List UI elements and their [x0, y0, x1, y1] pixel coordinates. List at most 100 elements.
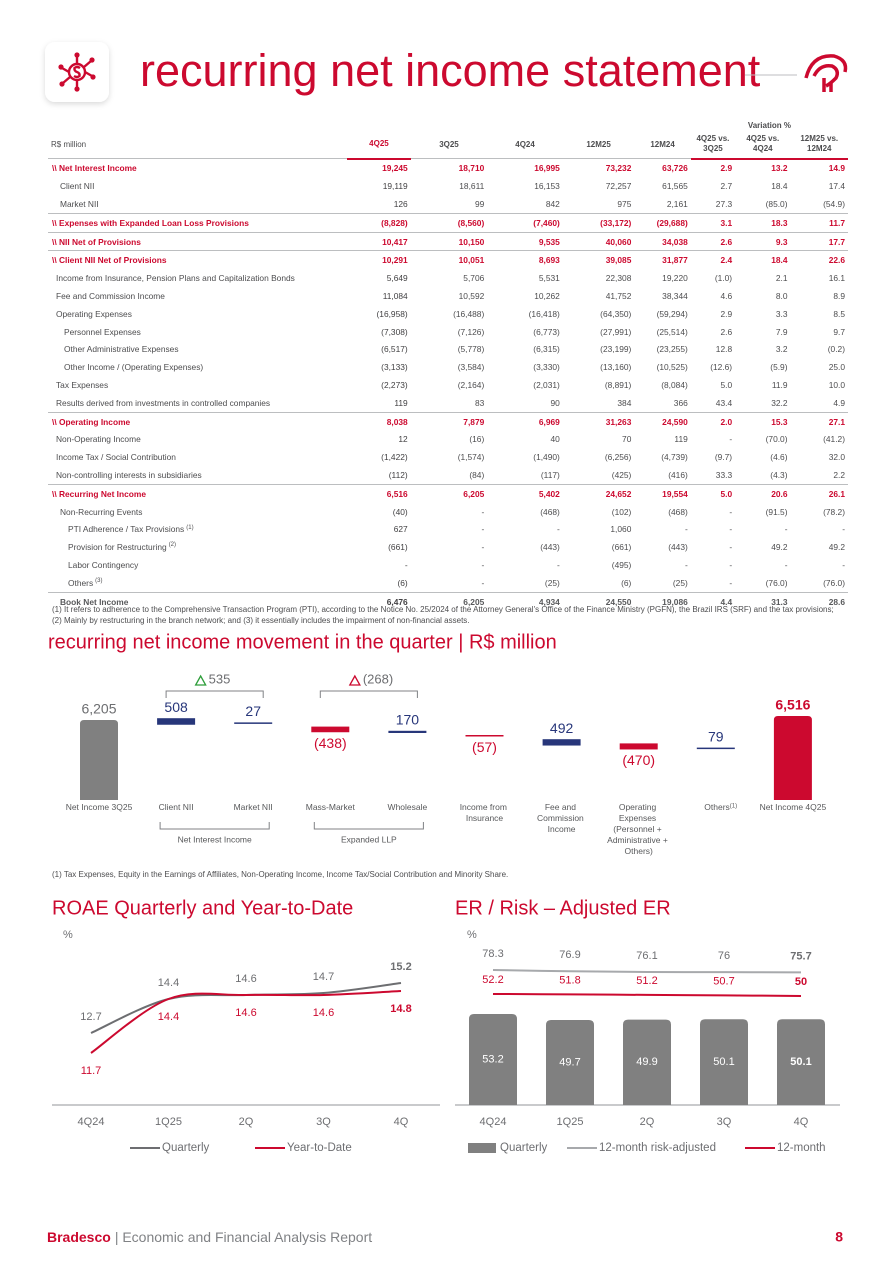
- category-label: Mass-Market: [306, 802, 356, 812]
- category-label: Operating Expenses (Personnel + Administ…: [607, 802, 670, 856]
- cell: (84): [469, 469, 485, 480]
- cell: 22.6: [828, 255, 845, 266]
- cell: 1,060: [610, 524, 632, 535]
- line-series: [492, 992, 802, 997]
- cell: 3.3: [775, 308, 788, 319]
- cell: 2.2: [833, 469, 845, 480]
- cell: (76.0): [823, 577, 845, 588]
- cell: (5.9): [770, 362, 788, 373]
- cell: 9.3: [775, 236, 788, 247]
- value-label: 6,205: [81, 701, 116, 717]
- variation-title: Variation %: [747, 121, 791, 130]
- bar: [777, 1019, 825, 1105]
- data-label: 14.6: [235, 1007, 256, 1019]
- cell: (2,164): [457, 379, 485, 390]
- value-label: (438): [314, 735, 347, 751]
- x-tick-label: 1Q25: [155, 1116, 182, 1128]
- cell: 4.6: [720, 290, 733, 301]
- cell: (117): [540, 469, 560, 480]
- cell: (468): [668, 506, 688, 517]
- data-label: 11.7: [81, 1065, 102, 1077]
- cell: 10,291: [382, 255, 408, 266]
- cell: (91.5): [765, 506, 788, 517]
- row-label: \\ Net Interest Income: [48, 159, 347, 178]
- footer-brand: Bradesco: [47, 1229, 111, 1245]
- delta-triangle: [348, 674, 361, 686]
- cell: 10,150: [458, 236, 485, 247]
- cell: -: [481, 542, 485, 553]
- category-label: Others: [704, 802, 730, 812]
- cell: 10,262: [534, 290, 560, 301]
- x-tick-label: 2Q: [239, 1116, 254, 1128]
- cell: 31,263: [605, 416, 632, 427]
- cell: 18.3: [771, 217, 788, 228]
- table-row: Provision for Restructuring (2) (661) - (443…: [48, 538, 848, 556]
- cell: 73,232: [605, 163, 632, 174]
- cell: 5.0: [720, 488, 733, 499]
- group-bracket: [159, 822, 270, 830]
- value-label: (57): [472, 739, 497, 755]
- label-line: Net Income 3Q25: [66, 802, 133, 812]
- row-label-text: Book Net Income: [60, 596, 129, 607]
- value-label: 170: [396, 712, 420, 728]
- table-row: PTI Adherence / Tax Provisions (1) 627 - - 1,…: [48, 520, 848, 538]
- row-note: (1): [186, 524, 194, 531]
- table-row: \\ Net Interest Income 19,245 18,710 16,995…: [48, 159, 848, 178]
- cell: 119: [394, 397, 408, 408]
- cell: (7,460): [533, 217, 560, 228]
- cell: (3,584): [457, 362, 485, 373]
- cell: -: [729, 577, 733, 588]
- cell: 99: [474, 198, 485, 209]
- data-label: 15.2: [390, 961, 411, 973]
- cell: (16,958): [376, 308, 408, 319]
- cell: (64,350): [600, 308, 632, 319]
- cell: 40,060: [605, 236, 632, 247]
- cell: 61,565: [662, 181, 688, 192]
- cell: -: [481, 559, 485, 570]
- cell: 8.9: [833, 290, 845, 301]
- row-label: Book Net Income: [48, 592, 347, 610]
- row-note: (3): [95, 577, 103, 584]
- cell: 38,344: [662, 290, 688, 301]
- row-label: \\ NII Net of Provisions: [48, 232, 347, 251]
- row-label: Tax Expenses: [48, 376, 347, 394]
- cell: 26.1: [828, 488, 845, 499]
- table-row: \\ Expenses with Expanded Loan Loss Prov…: [48, 213, 848, 232]
- cell: 32.2: [771, 397, 788, 408]
- cell: (9.7): [714, 452, 733, 463]
- data-label: 14.4: [158, 1011, 179, 1023]
- cell: (6,773): [533, 326, 560, 337]
- header-row: Variation %: [48, 118, 848, 130]
- table-row: Non-controlling interests in subsidiarie…: [48, 466, 848, 484]
- row-label-text: \\ Expenses with Expanded Loan Loss Prov…: [52, 217, 249, 228]
- x-tick-label: 4Q: [394, 1116, 409, 1128]
- line-series: [492, 969, 802, 974]
- blank: [48, 118, 691, 130]
- row-label-text: Results derived from investments in cont…: [56, 397, 271, 408]
- data-label: 52.2: [482, 974, 503, 986]
- cell: 11.7: [829, 217, 845, 228]
- value-label: 27: [245, 703, 261, 719]
- waterfall-bar: [696, 747, 735, 750]
- cell: 2.6: [720, 236, 733, 247]
- cell: (468): [540, 506, 560, 517]
- legend-swatch: [468, 1143, 496, 1153]
- table-row: Other Administrative Expenses (6,517) (5,7…: [48, 340, 848, 358]
- x-tick-label: 4Q24: [78, 1116, 105, 1128]
- section-title: recurring net income movement in the qua…: [48, 631, 557, 653]
- group-label: Expanded LLP: [341, 834, 397, 844]
- category-label: Income from Insurance: [460, 802, 510, 823]
- row-label: \\ Recurring Net Income: [48, 484, 347, 502]
- cell: 34,038: [662, 236, 688, 247]
- delta-triangle: [194, 674, 207, 686]
- value-label: 508: [164, 699, 188, 715]
- unit-label: %: [63, 929, 73, 941]
- row-label-text: Non-controlling interests in subsidiarie…: [56, 469, 202, 480]
- row-label: Labor Contingency: [48, 556, 347, 574]
- value-label: 79: [708, 728, 724, 744]
- row-label-text: Client NII: [60, 181, 95, 192]
- row-label-text: Non-Recurring Events: [60, 506, 143, 517]
- cell: (13,160): [600, 362, 632, 373]
- cell: 5,706: [463, 273, 485, 284]
- row-note: (2): [168, 542, 177, 549]
